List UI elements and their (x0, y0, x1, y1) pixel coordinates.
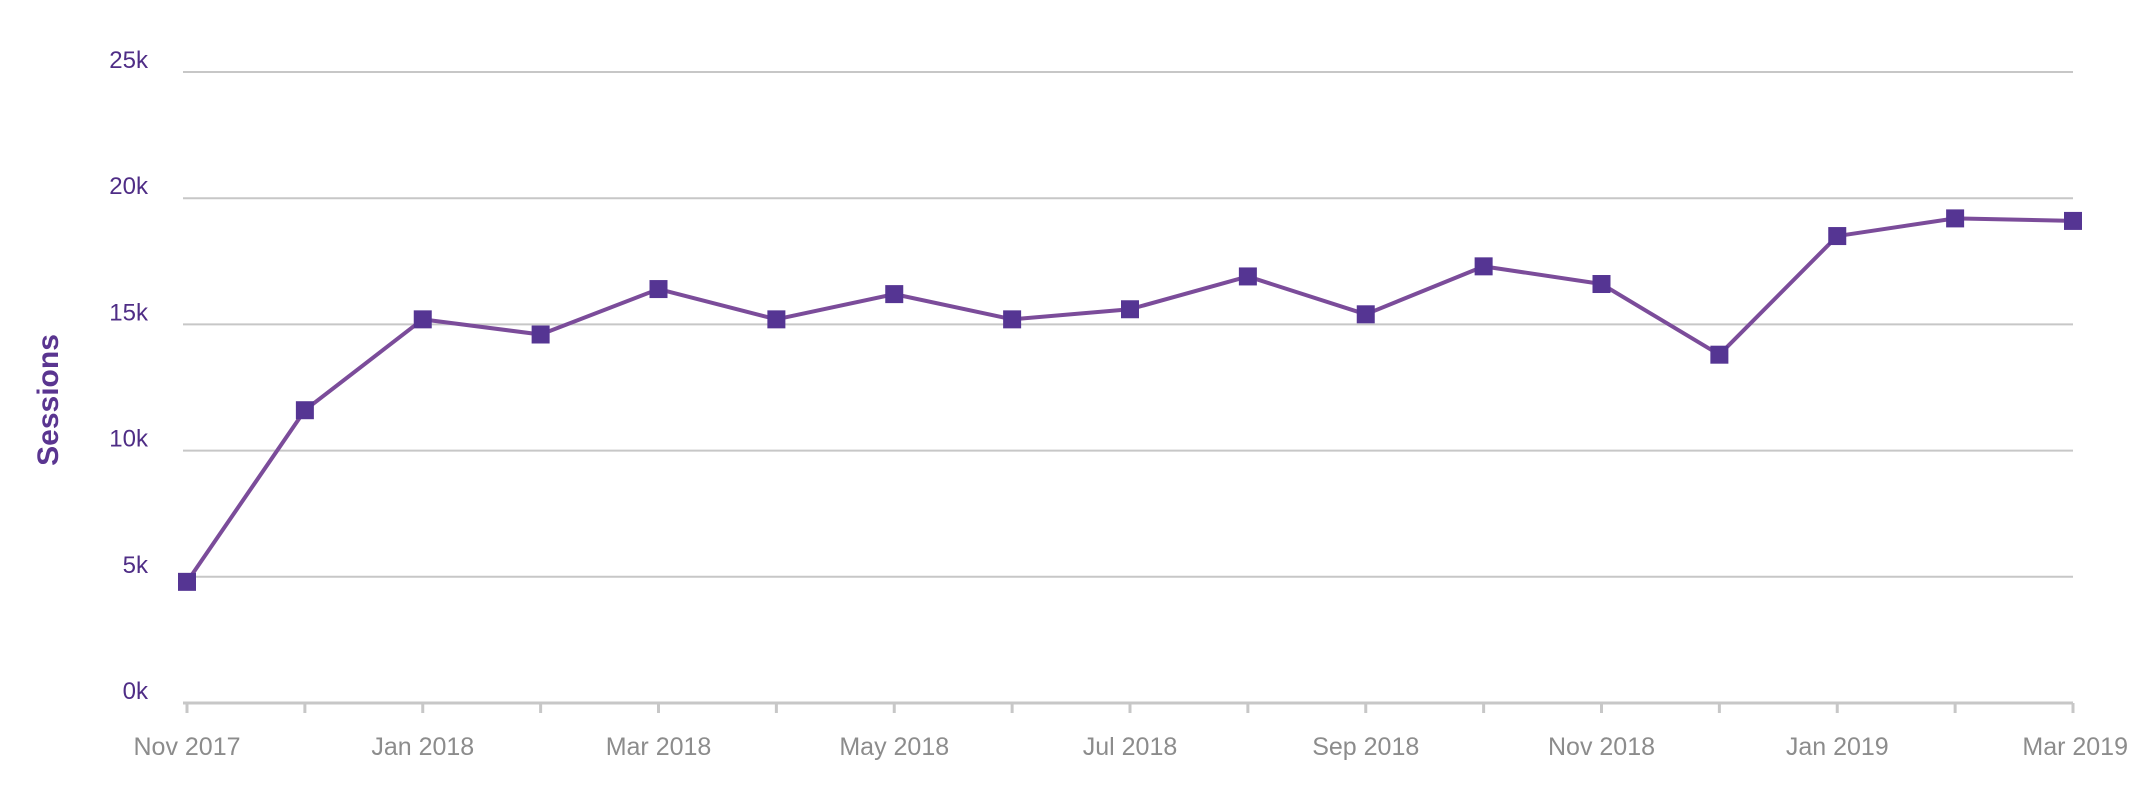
y-tick-label: 5k (123, 552, 149, 579)
data-point-marker[interactable] (1710, 345, 1729, 364)
x-tick-label: Sep 2018 (1312, 733, 1419, 761)
x-tick-label: Nov 2018 (1548, 733, 1655, 761)
y-tick-label: 15k (109, 299, 149, 326)
data-point-marker[interactable] (2064, 211, 2082, 230)
data-point-marker[interactable] (1474, 257, 1493, 276)
y-tick-label: 0k (123, 678, 149, 705)
data-point-marker[interactable] (413, 310, 432, 329)
x-tick-label: Jan 2018 (371, 733, 474, 761)
x-tick-label: Mar 2018 (606, 733, 712, 761)
y-tick-label: 20k (109, 173, 149, 200)
data-point-marker[interactable] (531, 325, 550, 344)
gridlines (183, 71, 2073, 578)
data-point-marker[interactable] (295, 401, 314, 420)
data-point-marker[interactable] (1121, 300, 1139, 319)
y-axis-label: Sessions (32, 334, 65, 466)
data-point-marker[interactable] (1238, 267, 1257, 286)
x-tick-label: Mar 2019 (2022, 733, 2128, 761)
data-point-marker[interactable] (1946, 209, 1965, 228)
x-axis-ticks: Nov 2017 Jan 2018 Mar 2018 May 2018 Jul 2018… (133, 733, 2128, 761)
x-tick-label: Jan 2019 (1786, 733, 1889, 761)
x-tick-label: Jul 2018 (1083, 733, 1178, 761)
data-point-marker[interactable] (649, 280, 668, 299)
x-tick-label: May 2018 (839, 733, 949, 761)
data-point-marker[interactable] (767, 310, 786, 329)
data-point-marker[interactable] (178, 572, 196, 591)
x-axis (183, 701, 2075, 713)
data-point-marker[interactable] (1003, 310, 1022, 329)
data-point-marker[interactable] (885, 285, 904, 304)
series-sessions (178, 209, 2082, 591)
x-tick-label: Nov 2017 (133, 733, 240, 761)
data-point-marker[interactable] (1592, 275, 1611, 294)
y-axis-ticks: 0k 5k 10k 15k 20k 25k (109, 47, 149, 705)
y-tick-label: 10k (109, 426, 149, 453)
series-line (185, 216, 2074, 583)
y-tick-label: 25k (109, 47, 149, 74)
data-point-marker[interactable] (1828, 227, 1847, 246)
data-point-marker[interactable] (1356, 305, 1375, 324)
